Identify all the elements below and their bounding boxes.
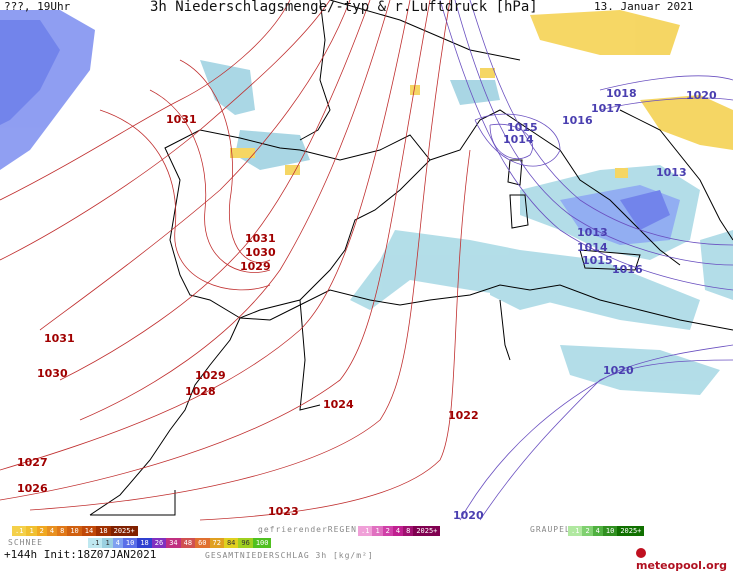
logo-icon — [636, 548, 646, 558]
graupel-scale: .1 2 4 10 2025+ — [568, 526, 645, 536]
isobar-label: 1031 — [245, 232, 276, 245]
isobar-label: 1018 — [606, 87, 637, 100]
snow-scale: .1 1 2 4 8 10 14 18 2025+ — [12, 526, 138, 536]
run-time-label: ???, 19Uhr — [4, 0, 71, 13]
isobar-label: 1027 — [17, 456, 48, 469]
isobar-label: 1014 — [503, 133, 534, 146]
isobar-label: 1031 — [44, 332, 75, 345]
forecast-date: 13. Januar 2021 — [594, 0, 694, 13]
precipitation-areas — [0, 10, 733, 395]
isobar-label: 1015 — [507, 121, 538, 134]
isobar-label: 1017 — [591, 102, 622, 115]
isobar-label: 1030 — [37, 367, 68, 380]
isobar-label: 1015 — [582, 254, 613, 267]
isobar-label: 1016 — [562, 114, 593, 127]
legend: .1 1 2 4 8 10 14 18 2025+ SCHNEE gefrier… — [0, 524, 733, 566]
isobar-label: 1014 — [577, 241, 608, 254]
isobar-label: 1031 — [166, 113, 197, 126]
isobar-label: 1013 — [577, 226, 608, 239]
isobars-blue — [439, 0, 733, 521]
isobar-label: 1013 — [656, 166, 687, 179]
isobar-labels: 1031 1031 1030 1029 1031 1030 1029 1028 … — [17, 87, 717, 522]
brand-logo: meteopool.org — [636, 546, 733, 572]
snow-label: SCHNEE — [8, 538, 43, 547]
isobar-label: 1020 — [603, 364, 634, 377]
isobar-label: 1029 — [240, 260, 271, 273]
isobar-label: 1016 — [612, 263, 643, 276]
isobars-red — [0, 0, 471, 521]
isobar-label: 1029 — [195, 369, 226, 382]
graupel-label: GRAUPEL — [530, 525, 571, 534]
isobar-label: 1024 — [323, 398, 354, 411]
freezing-rain-label: gefrierenderREGEN — [258, 525, 357, 534]
isobar-label: 1023 — [268, 505, 299, 518]
isobar-label: 1030 — [245, 246, 276, 259]
rain-scale: .1 1 4 10 18 26 34 48 60 72 84 96 100 — [88, 538, 272, 548]
total-precip-label: GESAMTNIEDERSCHLAG 3h [kg/m²] — [205, 551, 374, 560]
coastlines — [89, 0, 733, 516]
isobar-label: 1020 — [453, 509, 484, 522]
isobar-label: 1022 — [448, 409, 479, 422]
isobar-label: 1020 — [686, 89, 717, 102]
run-info: +144h Init:18Z07JAN2021 — [4, 548, 157, 561]
map-title: 3h Niederschlagsmenge/-typ & r.Luftdruck… — [150, 0, 538, 15]
freezing-rain-scale: .1 1 2 4 8 2025+ — [358, 526, 441, 536]
isobar-label: 1028 — [185, 385, 216, 398]
isobar-label: 1026 — [17, 482, 48, 495]
